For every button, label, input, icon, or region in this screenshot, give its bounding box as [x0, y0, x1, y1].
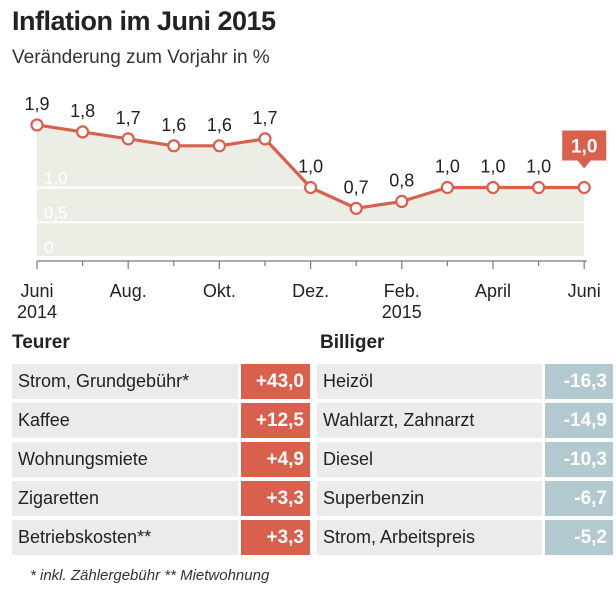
table-row: Superbenzin -6,7	[317, 481, 613, 516]
table-row: Wahlarzt, Zahnarzt -14,9	[317, 403, 613, 438]
data-label: 1,8	[70, 101, 95, 121]
data-point	[349, 201, 363, 215]
chart-title: Inflation im Juni 2015	[12, 6, 276, 36]
item-value: +12,5	[241, 403, 310, 438]
data-label: 1,7	[116, 108, 141, 128]
data-point	[486, 180, 500, 195]
teurer-table: Strom, Grundgebühr* +43,0 Kaffee +12,5 W…	[12, 364, 310, 559]
table-row: Zigaretten +3,3	[12, 481, 310, 516]
item-label: Kaffee	[12, 403, 238, 438]
data-label: 1,0	[298, 157, 323, 177]
item-value: -6,7	[545, 481, 613, 516]
item-value: -14,9	[545, 403, 613, 438]
x-tick-label: Juni	[568, 281, 601, 301]
data-point	[304, 180, 318, 195]
footnote: * inkl. Zählergebühr ** Mietwohnung	[30, 567, 270, 584]
item-value: +4,9	[241, 442, 310, 477]
item-value: -10,3	[545, 442, 613, 477]
y-tick-label: 1,0	[44, 169, 68, 188]
x-tick-label: Okt.	[203, 281, 236, 301]
item-label: Wahlarzt, Zahnarzt	[317, 403, 542, 438]
item-label: Strom, Arbeitspreis	[317, 520, 542, 555]
x-tick-label: Juni	[20, 281, 53, 301]
data-point	[577, 180, 591, 195]
highlight-box	[562, 130, 607, 161]
chart-subtitle: Veränderung zum Vorjahr in %	[12, 47, 270, 68]
item-label: Heizöl	[317, 364, 542, 399]
item-label: Superbenzin	[317, 481, 542, 516]
item-label: Zigaretten	[12, 481, 238, 516]
data-label: 1,9	[24, 94, 49, 114]
data-label: 1,6	[161, 115, 186, 135]
data-point	[258, 132, 272, 146]
item-label: Strom, Grundgebühr*	[12, 364, 238, 399]
item-value: -5,2	[545, 520, 613, 555]
table-row: Strom, Arbeitspreis -5,2	[317, 520, 613, 555]
y-tick-label: 0,5	[44, 203, 68, 222]
x-tick-label: Feb.	[384, 281, 420, 301]
billiger-table: Heizöl -16,3 Wahlarzt, Zahnarzt -14,9 Di…	[317, 364, 613, 559]
table-row: Heizöl -16,3	[317, 364, 613, 399]
data-label: 1,6	[207, 115, 232, 135]
teurer-heading: Teurer	[12, 332, 70, 353]
highlight-pointer	[577, 160, 592, 169]
item-value: +43,0	[241, 364, 310, 399]
billiger-heading: Billiger	[320, 332, 385, 353]
data-point	[395, 194, 409, 208]
data-point	[440, 180, 454, 195]
data-point	[212, 139, 226, 153]
item-label: Diesel	[317, 442, 542, 477]
data-label: 1,0	[526, 157, 551, 177]
highlight-label: 1,0	[571, 137, 597, 158]
table-row: Strom, Grundgebühr* +43,0	[12, 364, 310, 399]
item-label: Betriebskosten**	[12, 520, 238, 555]
data-label: 1,7	[252, 108, 277, 128]
x-tick-label: 2015	[382, 302, 422, 322]
data-point	[121, 132, 135, 146]
x-tick-label: Dez.	[292, 281, 329, 301]
item-value: +3,3	[241, 481, 310, 516]
item-value: -16,3	[545, 364, 613, 399]
table-row: Kaffee +12,5	[12, 403, 310, 438]
x-tick-label: 2014	[17, 302, 57, 322]
data-label: 1,0	[435, 157, 460, 177]
table-row: Wohnungsmiete +4,9	[12, 442, 310, 477]
x-tick-label: April	[475, 281, 511, 301]
table-row: Betriebskosten** +3,3	[12, 520, 310, 555]
data-label: 0,7	[344, 177, 369, 197]
table-row: Diesel -10,3	[317, 442, 613, 477]
item-label: Wohnungsmiete	[12, 442, 238, 477]
item-value: +3,3	[241, 520, 310, 555]
data-point	[167, 139, 181, 153]
data-point	[531, 180, 546, 195]
x-tick-label: Aug.	[110, 281, 147, 301]
y-tick-label: 0	[44, 238, 53, 257]
data-label: 1,0	[480, 157, 505, 177]
data-label: 0,8	[389, 170, 414, 190]
data-point	[75, 125, 90, 139]
data-point	[30, 118, 44, 132]
